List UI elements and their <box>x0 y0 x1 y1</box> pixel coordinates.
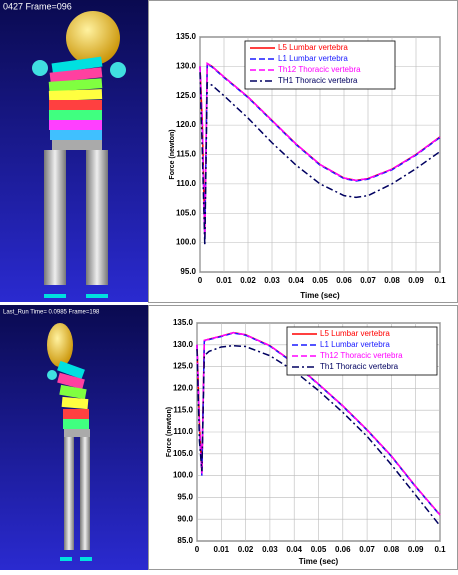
y-tick-label: 130.0 <box>176 61 197 70</box>
x-tick-label: 0.07 <box>360 276 376 285</box>
y-tick-label: 130.0 <box>173 340 194 349</box>
x-tick-label: 0 <box>195 545 200 554</box>
y-tick-label: 95.0 <box>177 493 193 502</box>
y-tick-label: 135.0 <box>173 318 194 327</box>
y-tick-label: 95.0 <box>180 267 196 276</box>
head <box>47 323 73 367</box>
x-tick-label: 0.05 <box>311 545 327 554</box>
y-axis-label: Force (newton) <box>166 407 173 457</box>
x-tick-label: 0.05 <box>312 276 328 285</box>
y-tick-label: 135.0 <box>176 32 197 41</box>
legend-label: L1 Lumbar vertebra <box>278 54 348 63</box>
x-tick-label: 0.06 <box>335 545 351 554</box>
x-tick-label: 0.01 <box>216 276 232 285</box>
foot <box>60 557 72 561</box>
y-tick-label: 110.0 <box>173 427 193 436</box>
foot <box>80 557 92 561</box>
legend-label: Th1 Thoracic vertebra <box>320 362 399 371</box>
x-tick-label: 0.02 <box>238 545 254 554</box>
y-tick-label: 120.0 <box>173 384 194 393</box>
x-tick-label: 0.06 <box>336 276 352 285</box>
legend-label: TH1 Thoracic vertebra <box>278 76 358 85</box>
legend-label: Th12 Thoracic vertebra <box>320 351 403 360</box>
y-tick-label: 125.0 <box>176 91 197 100</box>
leg <box>86 150 108 285</box>
x-tick-label: 0.08 <box>384 545 400 554</box>
y-tick-label: 85.0 <box>177 536 193 545</box>
sim-label: 0427 Frame=096 <box>3 1 72 11</box>
y-tick-label: 105.0 <box>176 208 197 217</box>
y-tick-label: 120.0 <box>176 120 197 129</box>
head <box>66 11 120 65</box>
foot <box>86 294 108 298</box>
foot <box>44 294 66 298</box>
y-tick-label: 100.0 <box>173 471 194 480</box>
legend-label: L5 Lumbar vertebra <box>320 329 390 338</box>
x-tick-label: 0.02 <box>240 276 256 285</box>
y-tick-label: 110.0 <box>176 179 196 188</box>
y-tick-label: 90.0 <box>177 514 193 523</box>
x-axis-label: Time (sec) <box>299 557 339 566</box>
x-tick-label: 0 <box>198 276 203 285</box>
x-tick-label: 0.04 <box>286 545 302 554</box>
y-axis-label: Force (newton) <box>169 129 176 179</box>
legend-label: Th12 Thoracic vertebra <box>278 65 361 74</box>
x-tick-label: 0.1 <box>434 276 446 285</box>
leg <box>44 150 66 285</box>
x-tick-label: 0.08 <box>384 276 400 285</box>
x-tick-label: 0.03 <box>264 276 280 285</box>
x-tick-label: 0.09 <box>408 276 424 285</box>
leg <box>64 437 74 550</box>
x-tick-label: 0.07 <box>359 545 375 554</box>
x-tick-label: 0.09 <box>408 545 424 554</box>
y-tick-label: 115.0 <box>173 405 193 414</box>
x-axis-label: Time (sec) <box>300 291 340 300</box>
y-tick-label: 105.0 <box>173 449 194 458</box>
y-tick-label: 125.0 <box>173 362 194 371</box>
legend-label: L1 Lumbar vertebra <box>320 340 390 349</box>
x-tick-label: 0.04 <box>288 276 304 285</box>
x-tick-label: 0.1 <box>434 545 446 554</box>
legend-label: L5 Lumbar vertebra <box>278 43 348 52</box>
x-tick-label: 0.03 <box>262 545 278 554</box>
screenshot: 0427 Frame=096 Last_Run Time= 0.0985 Fra… <box>0 0 458 570</box>
y-tick-label: 100.0 <box>176 238 197 247</box>
sim-label: Last_Run Time= 0.0985 Frame=198 <box>3 310 100 316</box>
y-tick-label: 115.0 <box>176 150 196 159</box>
x-tick-label: 0.01 <box>214 545 230 554</box>
leg <box>80 437 90 550</box>
